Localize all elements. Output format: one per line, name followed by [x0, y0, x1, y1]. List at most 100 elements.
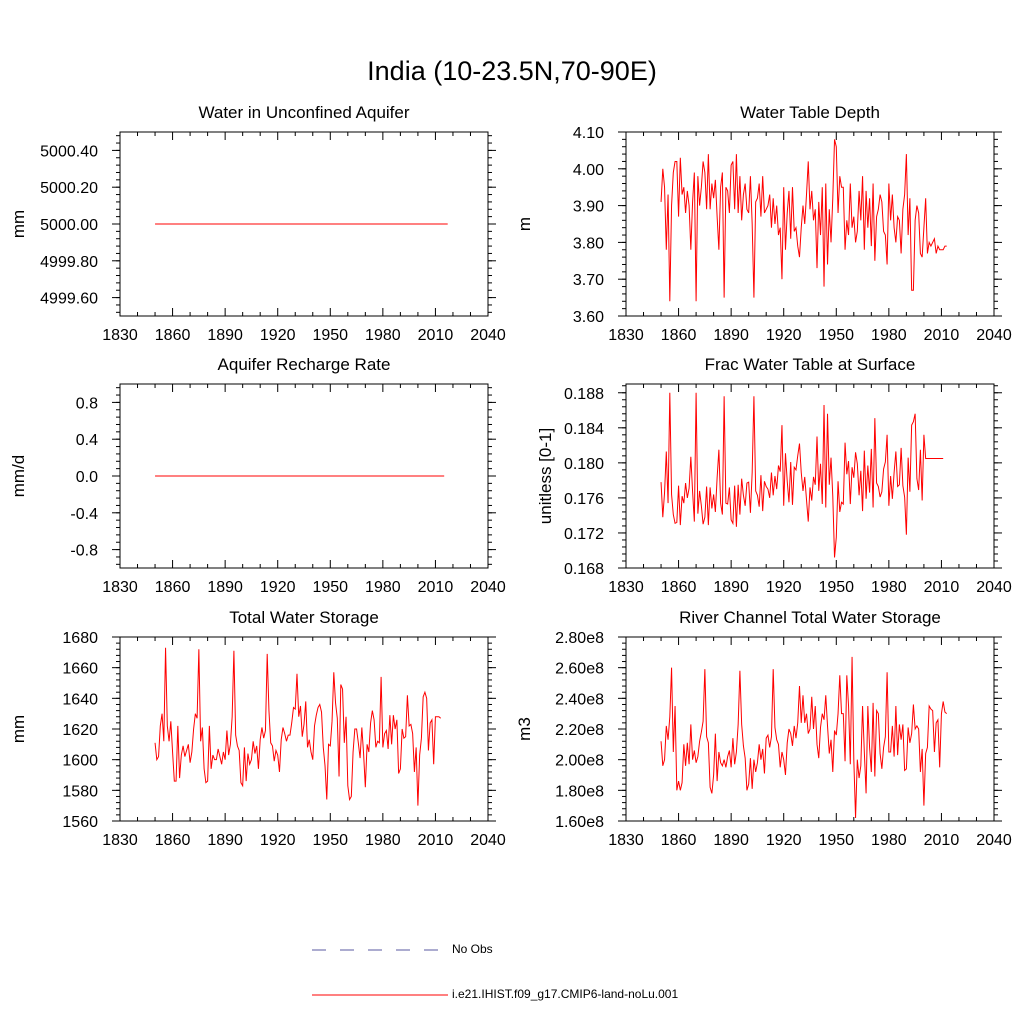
x-tick-label: 1860: [661, 579, 697, 596]
x-tick-label: 2040: [976, 579, 1012, 596]
x-tick-label: 2040: [470, 832, 506, 849]
x-tick-label: 1950: [312, 327, 348, 344]
x-tick-label: 1980: [871, 832, 907, 849]
y-tick-label: 0.176: [564, 491, 604, 508]
y-axis-label: m3: [515, 717, 534, 741]
x-tick-label: 2010: [418, 327, 454, 344]
y-tick-label: 0.180: [564, 456, 604, 473]
y-axis-label: unitless [0-1]: [536, 428, 555, 524]
x-tick-label: 1890: [207, 832, 243, 849]
x-tick-label: 2010: [924, 327, 960, 344]
y-tick-label: 0.172: [564, 526, 604, 543]
y-tick-label: 2.20e8: [555, 722, 604, 739]
y-tick-label: 1.80e8: [555, 783, 604, 800]
x-tick-label: 1830: [608, 579, 644, 596]
y-tick-label: -0.8: [70, 543, 98, 560]
y-tick-label: 1660: [62, 661, 98, 678]
y-tick-label: 2.00e8: [555, 753, 604, 770]
x-tick-label: 1890: [207, 579, 243, 596]
legend-model-label: i.e21.IHIST.f09_g17.CMIP6-land-noLu.001: [452, 987, 679, 1001]
y-tick-label: 1560: [62, 814, 98, 831]
x-tick-label: 1830: [102, 832, 138, 849]
panel-title: Total Water Storage: [229, 608, 379, 627]
x-tick-label: 1860: [661, 832, 697, 849]
x-tick-label: 2040: [976, 832, 1012, 849]
x-tick-label: 2010: [924, 579, 960, 596]
y-tick-label: 4999.60: [40, 291, 98, 308]
series-line: [154, 647, 442, 806]
chart-panel-frac-water-table-at-surface: Frac Water Table at Surface unitless [0-1…: [536, 355, 1012, 596]
x-tick-label: 1980: [871, 327, 907, 344]
x-tick-label: 2040: [976, 327, 1012, 344]
page-title: India (10-23.5N,70-90E): [367, 56, 657, 86]
y-tick-label: 4.10: [573, 125, 604, 142]
legend: [312, 949, 448, 996]
chart-panel-total-water-storage: Total Water Storage mm 1830 1860 1890 1920 195…: [9, 608, 506, 849]
y-tick-label: 2.60e8: [555, 661, 604, 678]
y-tick-label: -0.4: [70, 506, 98, 523]
x-tick-label: 1830: [102, 327, 138, 344]
y-tick-label: 2.80e8: [555, 630, 604, 647]
y-tick-label: 1580: [62, 783, 98, 800]
plot-frame: [625, 131, 995, 317]
y-tick-label: 0.8: [76, 395, 98, 412]
y-tick-label: 3.60: [573, 309, 604, 326]
y-tick-label: 0.0: [76, 469, 98, 486]
y-tick-label: 1620: [62, 722, 98, 739]
x-tick-label: 1980: [871, 579, 907, 596]
x-tick-label: 1920: [766, 327, 802, 344]
x-tick-label: 1980: [365, 327, 401, 344]
x-tick-label: 2010: [924, 832, 960, 849]
x-tick-label: 1980: [365, 832, 401, 849]
y-tick-label: 4999.80: [40, 254, 98, 271]
x-tick-label: 1830: [608, 832, 644, 849]
y-axis-label: m: [515, 217, 534, 231]
y-tick-label: 2.40e8: [555, 691, 604, 708]
y-tick-label: 1600: [62, 753, 98, 770]
x-tick-label: 1920: [260, 327, 296, 344]
x-tick-label: 1890: [713, 327, 749, 344]
series-line: [660, 392, 944, 558]
x-tick-label: 1890: [713, 832, 749, 849]
panel-title: River Channel Total Water Storage: [679, 608, 941, 627]
series-line: [660, 656, 948, 818]
x-tick-label: 1920: [766, 832, 802, 849]
x-tick-label: 1890: [713, 579, 749, 596]
y-axis-label: mm: [9, 210, 28, 238]
chart-panel-water-table-depth: Water Table Depth m 1830 1860 1890 1920 1950 19…: [515, 103, 1012, 344]
x-tick-label: 2040: [470, 327, 506, 344]
y-tick-label: 5000.40: [40, 143, 98, 160]
y-tick-label: 5000.00: [40, 217, 98, 234]
x-tick-label: 2010: [418, 579, 454, 596]
y-tick-label: 1680: [62, 630, 98, 647]
x-tick-label: 1920: [260, 579, 296, 596]
panel-title: Aquifer Recharge Rate: [218, 355, 391, 374]
panel-title: Frac Water Table at Surface: [705, 355, 916, 374]
legend-obs-label: No Obs: [452, 942, 493, 956]
x-tick-label: 1920: [766, 579, 802, 596]
x-tick-label: 1860: [155, 832, 191, 849]
x-tick-label: 1860: [661, 327, 697, 344]
x-tick-label: 1920: [260, 832, 296, 849]
x-tick-label: 1950: [312, 579, 348, 596]
x-tick-label: 1980: [365, 579, 401, 596]
x-tick-label: 1860: [155, 327, 191, 344]
panel-title: Water Table Depth: [740, 103, 880, 122]
plot-frame: [119, 636, 489, 822]
x-tick-label: 1950: [818, 832, 854, 849]
x-tick-label: 1860: [155, 579, 191, 596]
y-tick-label: 0.4: [76, 432, 98, 449]
chart-panel-river-channel-total-water-storage: River Channel Total Water Storage m3 1830 1…: [515, 608, 1012, 849]
chart-panel-water-in-unconfined-aquifer: Water in Unconfined Aquifer mm 1830 1860 189…: [9, 103, 506, 344]
x-tick-label: 1830: [608, 327, 644, 344]
chart-panel-aquifer-recharge-rate: Aquifer Recharge Rate mm/d 1830 1860 1890 192…: [9, 355, 506, 596]
y-tick-label: 3.90: [573, 199, 604, 216]
x-tick-label: 1950: [312, 832, 348, 849]
y-tick-label: 3.80: [573, 235, 604, 252]
y-tick-label: 3.70: [573, 272, 604, 289]
x-tick-label: 1950: [818, 327, 854, 344]
x-tick-label: 1950: [818, 579, 854, 596]
y-tick-label: 5000.20: [40, 180, 98, 197]
y-tick-label: 4.00: [573, 162, 604, 179]
